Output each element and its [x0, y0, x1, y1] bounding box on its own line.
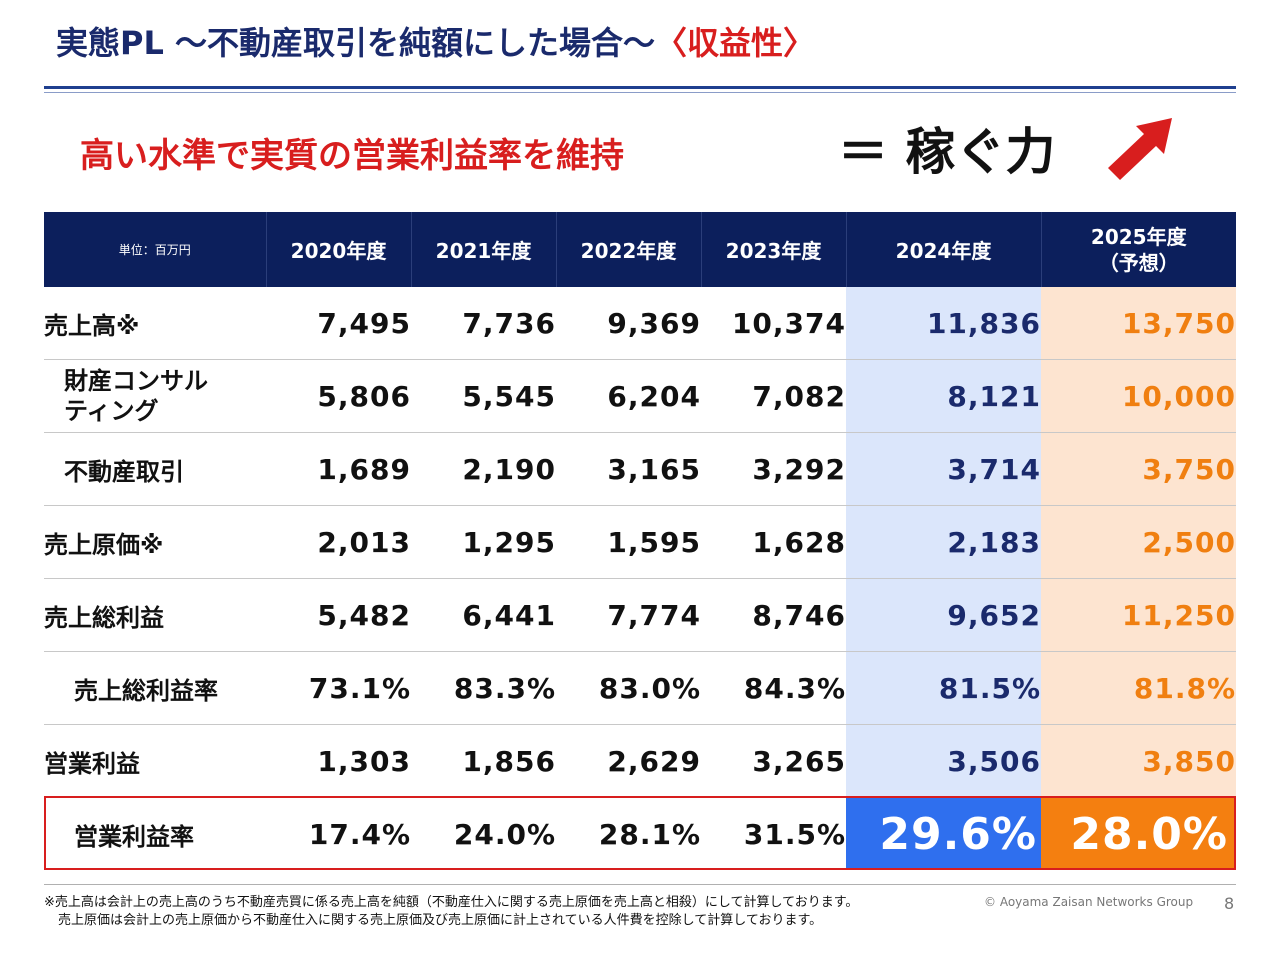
cell-value: 83.0% — [556, 651, 701, 725]
title-rule — [44, 86, 1236, 89]
page-title-accent: 〈収益性〉 — [655, 24, 816, 62]
cell-value: 7,082 — [701, 359, 846, 433]
cell-value: 1,628 — [701, 505, 846, 579]
table-row: 売上原価※ 2,013 1,295 1,595 1,628 2,183 2,50… — [44, 505, 1236, 579]
cell-value: 8,746 — [701, 578, 846, 652]
cell-value: 24.0% — [453, 817, 556, 851]
earning-power-label: ＝ 稼ぐ力 — [838, 123, 1056, 181]
cell-value-2025: 3,750 — [1041, 432, 1236, 506]
cell-value: 3,165 — [556, 432, 701, 506]
cell-value-2024: 8,121 — [846, 359, 1041, 433]
table-row: 営業利益 1,303 1,856 2,629 3,265 3,506 3,850 — [44, 724, 1236, 798]
cell-value-2025: 13,750 — [1041, 287, 1236, 360]
row-label: 売上総利益 — [44, 578, 266, 652]
cell-value-2025: 2,500 — [1041, 505, 1236, 579]
cell-value-2025: 28.0% — [1041, 797, 1236, 870]
cell-value-2024: 11,836 — [846, 287, 1041, 360]
cell-value: 1,303 — [266, 724, 411, 798]
cell-value: 5,806 — [266, 359, 411, 433]
row-label: 売上総利益率 — [44, 651, 266, 725]
cell-value-2024: 2,183 — [846, 505, 1041, 579]
header-2024: 2024年度 — [846, 212, 1042, 287]
cell-value-2025: 10,000 — [1041, 359, 1236, 433]
title-rule-thin — [44, 92, 1236, 93]
footnote-1: ※売上高は会計上の売上高のうち不動産売買に係る売上高を純額（不動産仕入に関する売… — [44, 895, 859, 910]
cell-value: 3,292 — [701, 432, 846, 506]
cell-value: 28.1% — [598, 817, 701, 851]
page-number: 8 — [1224, 894, 1235, 913]
tagline: 高い水準で実質の営業利益率を維持 — [80, 136, 624, 176]
table-row-highlight: 営業利益率 17.4% 24.0% 28.1% 31.5% 29.6% 28.0… — [44, 797, 1236, 870]
cell-value: 2,629 — [556, 724, 701, 798]
header-2021: 2021年度 — [411, 212, 557, 287]
header-2025-year: 2025年度 — [1090, 224, 1187, 249]
cell-value-2025: 11,250 — [1041, 578, 1236, 652]
cell-value: 6,441 — [411, 578, 556, 652]
copyright: © Aoyama Zaisan Networks Group — [984, 895, 1194, 909]
page-title-main: 実態PL ～不動産取引を純額にした場合～ — [56, 24, 655, 62]
cell-value: 7,774 — [556, 578, 701, 652]
cell-value: 83.3% — [411, 651, 556, 725]
unit-label: 単位：百万円 — [44, 212, 267, 287]
cell-value: 3,265 — [701, 724, 846, 798]
cell-value-2024: 3,506 — [846, 724, 1041, 798]
header-2025: 2025年度 （予想） — [1041, 212, 1236, 287]
header-2023: 2023年度 — [701, 212, 847, 287]
row-label-line2: ティング — [64, 397, 159, 425]
trend-up-arrow-icon — [1108, 118, 1172, 180]
cell-value: 7,736 — [411, 287, 556, 360]
pl-table: 単位：百万円 2020年度 2021年度 2022年度 2023年度 2024年… — [44, 212, 1236, 870]
cell-value: 1,595 — [556, 505, 701, 579]
row-label: 売上原価※ — [44, 505, 266, 579]
cell-value-2025: 81.8% — [1041, 651, 1236, 725]
table-row: 売上総利益 5,482 6,441 7,774 8,746 9,652 11,2… — [44, 578, 1236, 652]
cell-value: 31.5% — [743, 817, 846, 851]
table-row: 財産コンサル ティング 5,806 5,545 6,204 7,082 8,121… — [44, 359, 1236, 433]
cell-value-2024: 9,652 — [846, 578, 1041, 652]
cell-value: 17.4% — [308, 817, 411, 851]
cell-value: 10,374 — [701, 287, 846, 360]
cell-value-2024: 81.5% — [846, 651, 1041, 725]
footer-rule — [44, 884, 1236, 885]
cell-value: 2,013 — [266, 505, 411, 579]
cell-value: 84.3% — [701, 651, 846, 725]
cell-value: 9,369 — [556, 287, 701, 360]
cell-value: 1,856 — [411, 724, 556, 798]
cell-value-2024: 29.6% — [846, 797, 1041, 870]
footnote-2: 売上原価は会計上の売上原価から不動産仕入に関する売上原価及び売上原価に計上されて… — [58, 913, 823, 928]
row-label: 財産コンサル ティング — [44, 359, 266, 433]
header-2020: 2020年度 — [266, 212, 412, 287]
table-row: 売上総利益率 73.1% 83.3% 83.0% 84.3% 81.5% 81.… — [44, 651, 1236, 725]
cell-value: 6,204 — [556, 359, 701, 433]
row-label-line1: 財産コンサル — [64, 367, 208, 395]
cell-value: 7,495 — [266, 287, 411, 360]
table-row: 売上高※ 7,495 7,736 9,369 10,374 11,836 13,… — [44, 287, 1236, 360]
table-header-row: 単位：百万円 2020年度 2021年度 2022年度 2023年度 2024年… — [44, 212, 1236, 287]
row-label: 売上高※ — [44, 287, 266, 360]
cell-value: 73.1% — [266, 651, 411, 725]
cell-value-2024: 3,714 — [846, 432, 1041, 506]
cell-value: 2,190 — [411, 432, 556, 506]
row-label: 不動産取引 — [44, 432, 266, 506]
page-title: 実態PL ～不動産取引を純額にした場合～〈収益性〉 — [56, 18, 815, 64]
cell-value-2025: 3,850 — [1041, 724, 1236, 798]
cell-value: 1,689 — [266, 432, 411, 506]
cell-value: 1,295 — [411, 505, 556, 579]
footnotes: ※売上高は会計上の売上高のうち不動産売買に係る売上高を純額（不動産仕入に関する売… — [44, 894, 858, 930]
header-2022: 2022年度 — [556, 212, 702, 287]
row-label: 営業利益 — [44, 724, 266, 798]
cell-value: 5,482 — [266, 578, 411, 652]
table-row: 不動産取引 1,689 2,190 3,165 3,292 3,714 3,75… — [44, 432, 1236, 506]
cell-value: 5,545 — [411, 359, 556, 433]
row-label: 営業利益率 — [74, 822, 194, 851]
header-2025-forecast: （予想） — [1098, 250, 1179, 275]
